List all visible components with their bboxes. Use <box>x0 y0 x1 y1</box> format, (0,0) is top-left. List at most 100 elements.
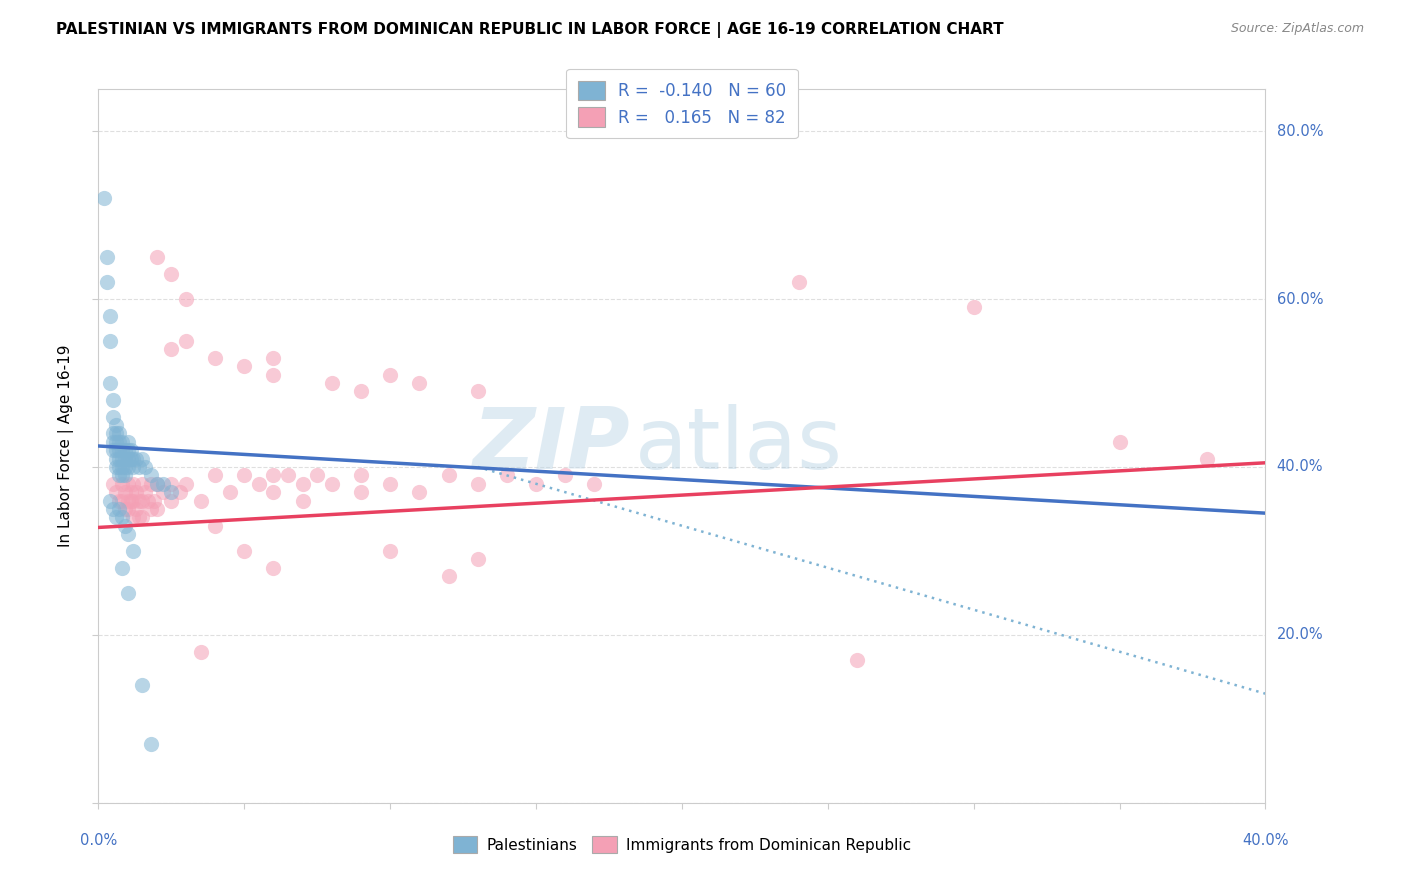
Point <box>146 476 169 491</box>
Point <box>98 376 121 390</box>
Point <box>104 510 127 524</box>
Point <box>108 468 131 483</box>
Text: 40.0%: 40.0% <box>1277 459 1323 475</box>
Point <box>117 443 139 458</box>
Point <box>114 451 136 466</box>
Point <box>139 476 162 491</box>
Point <box>146 250 169 264</box>
Text: 60.0%: 60.0% <box>1277 292 1323 307</box>
Point <box>160 493 183 508</box>
Point <box>117 502 139 516</box>
Point <box>104 434 127 449</box>
Point <box>114 468 136 483</box>
Point <box>108 451 131 466</box>
Point <box>307 468 329 483</box>
Point <box>104 443 127 458</box>
Point <box>350 384 373 399</box>
Point <box>262 468 284 483</box>
Text: 0.0%: 0.0% <box>80 833 117 848</box>
Point <box>128 493 150 508</box>
Point <box>108 493 131 508</box>
Point <box>131 493 153 508</box>
Text: 80.0%: 80.0% <box>1277 124 1323 138</box>
Point <box>111 560 134 574</box>
Point <box>524 476 547 491</box>
Point <box>247 476 270 491</box>
Text: Source: ZipAtlas.com: Source: ZipAtlas.com <box>1230 22 1364 36</box>
Point <box>108 502 131 516</box>
Point <box>125 485 148 500</box>
Point <box>93 191 115 205</box>
Point <box>120 493 142 508</box>
Point <box>437 569 460 583</box>
Point <box>111 476 134 491</box>
Point <box>437 468 460 483</box>
Point <box>496 468 519 483</box>
Point <box>152 485 174 500</box>
Point <box>190 645 212 659</box>
Point <box>321 476 343 491</box>
Point <box>131 451 153 466</box>
Point <box>291 476 314 491</box>
Point <box>787 275 810 289</box>
Point <box>380 476 402 491</box>
Point <box>101 434 124 449</box>
Point <box>218 485 240 500</box>
Point <box>104 485 127 500</box>
Point <box>350 468 373 483</box>
Point <box>117 586 139 600</box>
Point <box>1108 434 1130 449</box>
Point <box>134 460 156 475</box>
Point <box>114 443 136 458</box>
Point <box>467 384 489 399</box>
Point <box>139 737 162 751</box>
Point <box>108 426 131 441</box>
Point <box>104 417 127 432</box>
Point <box>174 476 197 491</box>
Point <box>98 334 121 348</box>
Point <box>122 510 145 524</box>
Point <box>131 678 153 692</box>
Point <box>321 376 343 390</box>
Point <box>101 502 124 516</box>
Point <box>136 493 159 508</box>
Point <box>104 451 127 466</box>
Point <box>152 476 174 491</box>
Point <box>120 443 142 458</box>
Text: 20.0%: 20.0% <box>1277 627 1323 642</box>
Point <box>117 451 139 466</box>
Point <box>104 426 127 441</box>
Point <box>131 510 153 524</box>
Point <box>111 468 134 483</box>
Point <box>98 309 121 323</box>
Point <box>117 476 139 491</box>
Point <box>111 434 134 449</box>
Point <box>291 493 314 508</box>
Point <box>98 493 121 508</box>
Point <box>101 426 124 441</box>
Point <box>114 485 136 500</box>
Point <box>111 451 134 466</box>
Point <box>380 544 402 558</box>
Point <box>111 460 134 475</box>
Point <box>350 485 373 500</box>
Point <box>146 476 169 491</box>
Point <box>111 443 134 458</box>
Text: 40.0%: 40.0% <box>1241 833 1289 848</box>
Legend: Palestinians, Immigrants from Dominican Republic: Palestinians, Immigrants from Dominican … <box>447 830 917 859</box>
Point <box>262 351 284 365</box>
Point <box>408 485 430 500</box>
Point <box>204 468 226 483</box>
Point <box>96 275 118 289</box>
Point <box>160 485 183 500</box>
Point <box>96 250 118 264</box>
Point <box>128 460 150 475</box>
Point <box>114 502 136 516</box>
Point <box>262 560 284 574</box>
Point <box>233 544 256 558</box>
Text: ZIP: ZIP <box>472 404 630 488</box>
Point <box>160 267 183 281</box>
Y-axis label: In Labor Force | Age 16-19: In Labor Force | Age 16-19 <box>58 344 75 548</box>
Point <box>108 434 131 449</box>
Point <box>114 460 136 475</box>
